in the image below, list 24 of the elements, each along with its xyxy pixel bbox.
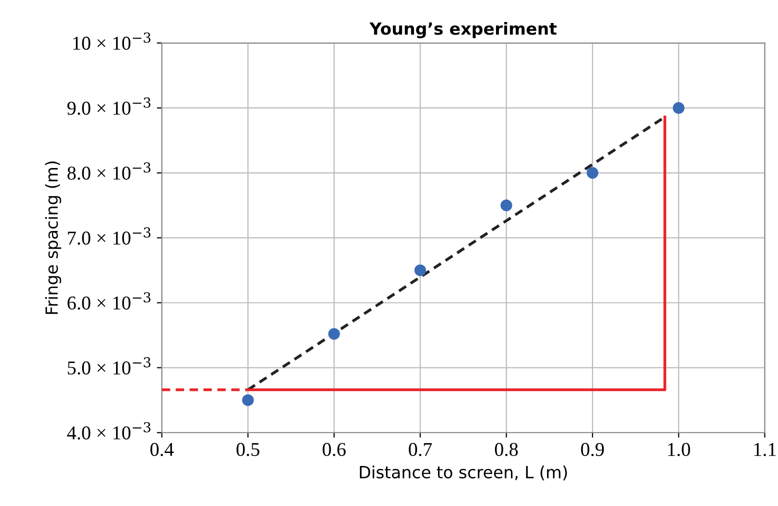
x-tick-label: 1.1 — [754, 443, 776, 456]
y-tick-label: 9.0 × 10$^{−3}$ — [67, 97, 150, 115]
y-tick-label: 5.0 × 10$^{−3}$ — [68, 357, 150, 375]
y-tick-label: 7.0 × 10$^{−3}$ — [68, 227, 150, 245]
point — [328, 328, 340, 340]
x-tick-label: 1.0 — [668, 442, 690, 456]
x-tick-label: 0.6 — [322, 442, 346, 456]
x-tick-label: 0.7 — [408, 442, 432, 456]
y-tick-label: 10 × 10$^{−3}$ — [73, 32, 150, 50]
point — [500, 200, 512, 212]
y-tick-label: 8.0 × 10$^{−3}$ — [67, 162, 150, 180]
x-tick-label: 0.4 — [150, 442, 174, 456]
x-tick-label: 0.9 — [581, 442, 604, 456]
point — [414, 264, 426, 276]
point — [672, 102, 684, 114]
x-tick-label: 0.8 — [494, 442, 518, 456]
chart-title: Young’s experiment — [369, 22, 557, 38]
x-axis-title: Distance to screen, L (m) — [360, 466, 567, 480]
point — [586, 167, 598, 179]
y-tick-label: 4.0 × 10$^{−3}$ — [67, 422, 150, 440]
x-tick-label: 0.5 — [236, 442, 260, 456]
point — [242, 394, 254, 406]
y-axis-title: Fringe spacing (m) — [45, 162, 62, 314]
y-tick-label: 6.0 × 10$^{−3}$ — [68, 292, 150, 310]
